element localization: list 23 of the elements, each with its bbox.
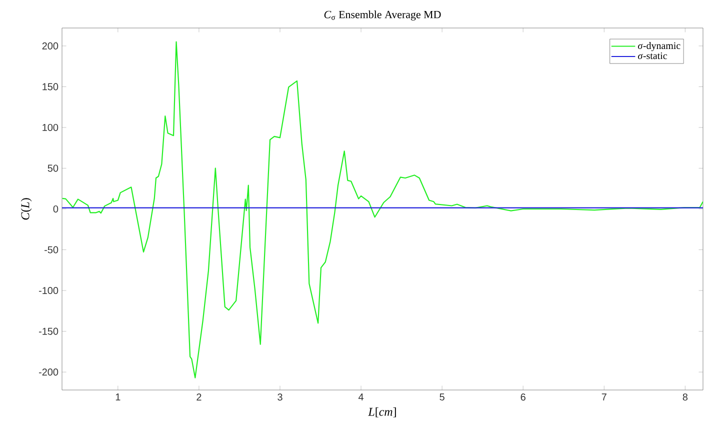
y-tick-label: -100	[38, 287, 58, 294]
y-tick-label: 100	[42, 124, 58, 132]
x-tick-label: 4	[358, 394, 364, 401]
y-tick-label: 0	[53, 206, 58, 213]
line-series	[62, 41, 703, 379]
x-tick-label: 8	[682, 394, 688, 401]
y-tick-label: 200	[42, 42, 58, 50]
legend-label: σ-static	[638, 52, 668, 60]
x-tick-label: 2	[196, 394, 202, 401]
y-tick-label: -200	[38, 368, 58, 376]
y-tick-label: -50	[44, 246, 58, 254]
x-tick-label: 1	[116, 394, 120, 401]
y-axis-title: C(L)	[20, 198, 32, 220]
y-tick-label: 150	[42, 83, 58, 90]
x-tick-label: 6	[520, 394, 526, 401]
x-tick-label: 5	[440, 394, 444, 401]
x-axis-title: L[cm]	[368, 408, 396, 418]
x-tick-label: 7	[602, 394, 606, 401]
legend-label: σ-dynamic	[638, 42, 680, 52]
y-tick-label: -150	[38, 328, 58, 336]
y-tick-label: 50	[48, 164, 58, 172]
x-tick-label: 3	[278, 394, 282, 401]
chart-title: C$_{σ}$ Ensemble Average MD	[324, 10, 441, 21]
